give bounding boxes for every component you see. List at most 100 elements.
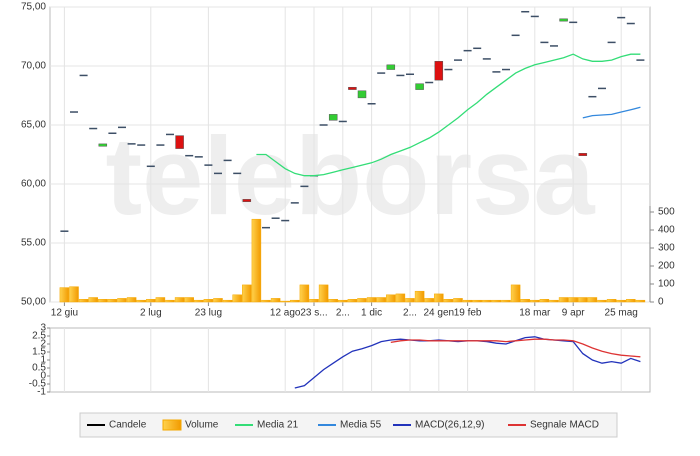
- candle: [70, 111, 78, 113]
- volume-bar: [290, 299, 300, 303]
- volume-bar: [434, 293, 444, 303]
- volume-bar: [261, 299, 271, 303]
- x-tick-label: 19 feb: [454, 308, 482, 319]
- volume-bar: [280, 300, 290, 303]
- candle: [598, 87, 606, 90]
- volume-bar: [165, 299, 175, 303]
- candle: [559, 18, 568, 22]
- candle: [521, 10, 530, 13]
- volume-bar: [635, 299, 646, 303]
- x-tick-label: 12 ago: [270, 308, 301, 319]
- volume-bar: [597, 299, 607, 303]
- volume-bar: [136, 299, 146, 303]
- volume-bar: [318, 284, 329, 303]
- volume-bar: [606, 299, 617, 303]
- volume-bar: [78, 299, 89, 303]
- candle: [348, 86, 357, 90]
- candle: [281, 219, 290, 222]
- candle: [242, 199, 252, 202]
- x-tick-label: 1 dic: [361, 308, 382, 319]
- volume-bar: [558, 297, 569, 303]
- volume-bar: [59, 287, 70, 303]
- legend-label: Media 21: [257, 420, 299, 431]
- legend-label: MACD(26,12,9): [415, 420, 484, 431]
- candle: [137, 144, 146, 146]
- volume-bar: [453, 298, 463, 303]
- macd-tick-label: 2: [40, 339, 46, 350]
- candle: [473, 47, 482, 50]
- moving-average: [582, 106, 641, 119]
- volume-bar: [386, 294, 396, 303]
- volume-bar: [501, 299, 511, 303]
- candle: [185, 154, 194, 157]
- candle: [319, 124, 328, 126]
- macd-tick-label: 2.5: [32, 331, 46, 342]
- y2-tick-label: 400: [658, 225, 675, 236]
- volume-bar: [587, 297, 598, 303]
- y-tick-label: 60,00: [21, 179, 46, 190]
- volume-bar: [146, 299, 156, 303]
- x-tick-label: 25 mag: [605, 308, 638, 319]
- x-tick-label: 23 s...: [300, 308, 327, 319]
- candle: [511, 34, 520, 37]
- volume-bar: [462, 299, 473, 303]
- volume-bar: [213, 298, 223, 303]
- candle: [204, 164, 213, 166]
- volume-bar: [328, 299, 338, 303]
- volume-bar: [549, 299, 559, 303]
- volume-bar: [520, 299, 530, 303]
- volume-bar: [482, 299, 492, 303]
- candle: [166, 133, 174, 136]
- candle: [434, 61, 444, 81]
- volume-bar: [88, 297, 98, 303]
- candle: [406, 73, 414, 76]
- macd-tick-label: -1: [37, 387, 46, 398]
- volume-bar: [251, 218, 262, 303]
- candle: [233, 172, 242, 175]
- macd-tick-label: -0.5: [29, 379, 47, 390]
- candle: [607, 41, 616, 44]
- x-tick-label: 9 apr: [562, 308, 585, 319]
- volume-bar: [405, 298, 415, 303]
- volume-bar: [414, 290, 425, 303]
- candle: [550, 45, 558, 47]
- candle: [300, 185, 309, 188]
- macd-line: [390, 338, 641, 358]
- volume-bar: [530, 299, 540, 303]
- volume-bar: [510, 284, 521, 303]
- volume-bar: [376, 297, 386, 303]
- y2-tick-label: 500: [658, 207, 675, 218]
- watermark: teleborsa: [105, 115, 595, 238]
- y-tick-label: 70,00: [21, 61, 46, 72]
- y-tick-label: 50,00: [21, 297, 46, 308]
- volume-bar: [194, 299, 204, 303]
- y2-tick-label: 0: [658, 297, 664, 308]
- volume-bar: [539, 299, 550, 303]
- volume-bar: [155, 297, 166, 303]
- candle: [626, 22, 635, 25]
- candle: [492, 71, 501, 73]
- volume-bar: [472, 299, 482, 303]
- legend-label: Volume: [185, 420, 219, 431]
- macd-frame: [49, 327, 651, 393]
- candle: [338, 120, 347, 123]
- x-tick-label: 2...: [336, 308, 350, 319]
- volume-bar: [117, 298, 127, 303]
- candle: [377, 72, 386, 74]
- x-tick-label: 23 lug: [195, 308, 222, 319]
- x-tick-label: 24 gen: [424, 308, 455, 319]
- candle: [156, 144, 165, 146]
- candle: [223, 159, 232, 162]
- candle: [60, 230, 69, 232]
- candle: [463, 49, 472, 52]
- y-tick-label: 75,00: [21, 2, 46, 13]
- candle: [328, 114, 338, 121]
- candle: [290, 202, 299, 204]
- legend-label: Segnale MACD: [530, 420, 599, 431]
- candle: [271, 217, 280, 219]
- x-tick-label: 2...: [403, 308, 417, 319]
- volume-bar: [203, 299, 214, 303]
- candle: [482, 58, 491, 60]
- volume-bar: [126, 297, 137, 303]
